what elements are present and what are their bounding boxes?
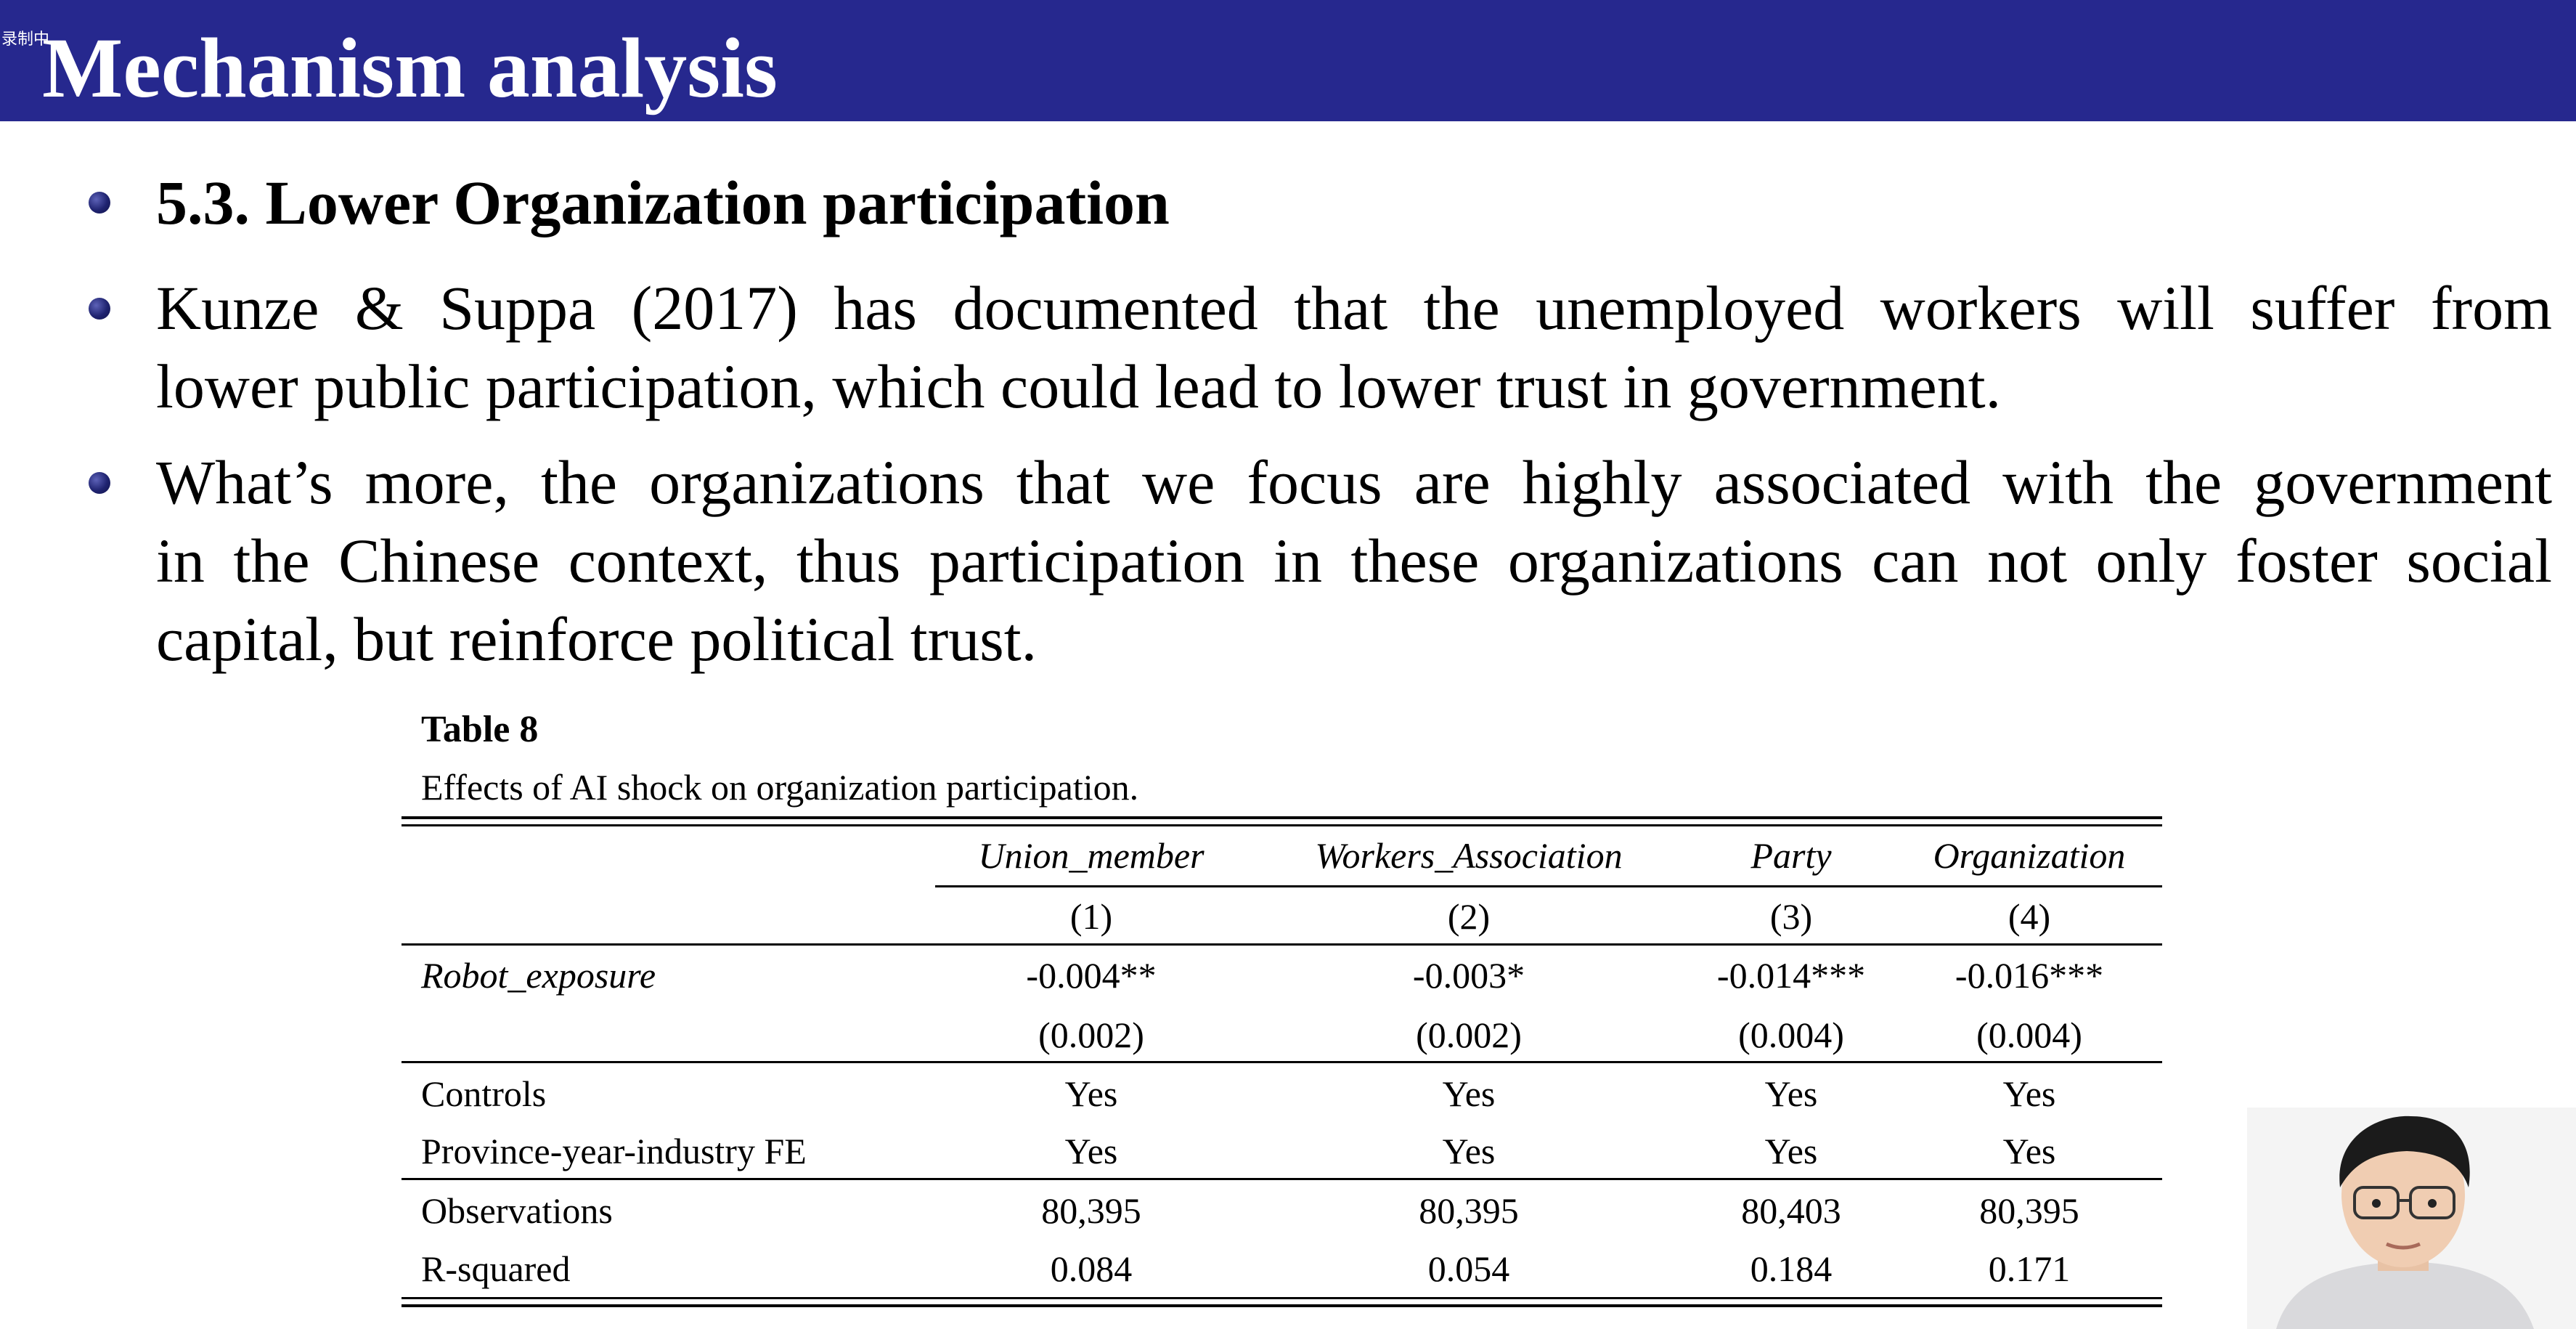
table-cell: 0.054 xyxy=(1427,1248,1510,1289)
table-rule-header xyxy=(935,885,2162,887)
table-row-label: Observations xyxy=(421,1190,613,1231)
table-rule-mid xyxy=(402,943,2162,946)
table-cell: 80,395 xyxy=(1041,1190,1141,1231)
table-rule-top xyxy=(402,816,2162,819)
table-rule-mid xyxy=(402,1178,2162,1180)
bullet-dot-icon xyxy=(89,472,110,494)
table-cell: 80,395 xyxy=(1979,1190,2079,1231)
column-header: Party xyxy=(1750,835,1832,876)
table-cell: 0.171 xyxy=(1988,1248,2071,1289)
table-cell: (0.004) xyxy=(1976,1015,2082,1055)
column-number: (4) xyxy=(2008,896,2051,937)
table-cell: -0.014*** xyxy=(1716,955,1866,996)
table-cell: (0.002) xyxy=(1038,1015,1144,1055)
table-caption: Effects of AI shock on organization part… xyxy=(421,767,1139,808)
presenter-avatar-icon xyxy=(2247,1108,2576,1329)
table-cell: Yes xyxy=(1442,1131,1496,1171)
webcam-overlay xyxy=(2247,1108,2576,1329)
table-cell: Yes xyxy=(2002,1131,2056,1171)
slide-header-bar xyxy=(0,0,2576,121)
recording-badge: 录制中 xyxy=(1,31,50,49)
table-cell: Yes xyxy=(2002,1073,2056,1114)
table-rule-mid xyxy=(402,1061,2162,1063)
table-cell: Yes xyxy=(1764,1131,1818,1171)
table-cell: -0.004** xyxy=(1026,955,1157,996)
table-rule-bottom-second xyxy=(402,1304,2162,1307)
table-cell: (0.002) xyxy=(1416,1015,1522,1055)
table-cell: Yes xyxy=(1442,1073,1496,1114)
table-row-label: R-squared xyxy=(421,1248,571,1289)
bullet-text-line: What’s more, the organizations that we f… xyxy=(156,447,2552,517)
table-cell: Yes xyxy=(1764,1073,1818,1114)
column-header: Workers_Association xyxy=(1315,835,1623,876)
slide-title: Mechanism analysis xyxy=(42,20,778,115)
table-cell: Yes xyxy=(1064,1073,1118,1114)
column-header: Organization xyxy=(1933,835,2126,876)
table-cell: -0.016*** xyxy=(1955,955,2104,996)
table-title: Table 8 xyxy=(421,709,539,750)
bullet-text: What’s more, the organizations that we f… xyxy=(156,443,2552,678)
table-rule-bottom xyxy=(402,1297,2162,1299)
table-row-label: Robot_exposure xyxy=(421,955,656,996)
column-header: Union_member xyxy=(978,835,1205,876)
table-rule-top-second xyxy=(402,824,2162,826)
table-row-label: Controls xyxy=(421,1073,547,1114)
bullet-text-line: Kunze & Suppa (2017) has documented that… xyxy=(156,273,2552,343)
table-cell: Yes xyxy=(1064,1131,1118,1171)
bullet-text-line: in the Chinese context, thus participati… xyxy=(156,526,2552,596)
table-cell: 0.084 xyxy=(1050,1248,1133,1289)
bullet-text-line: lower public participation, which could … xyxy=(156,351,2002,421)
table-row-label: Province-year-industry FE xyxy=(421,1131,807,1171)
bullet-dot-icon xyxy=(89,298,110,320)
table-cell: 0.184 xyxy=(1750,1248,1833,1289)
table-cell: 80,403 xyxy=(1741,1190,1841,1231)
column-number: (1) xyxy=(1069,896,1113,937)
column-number: (2) xyxy=(1447,896,1491,937)
section-heading: 5.3. Lower Organization participation xyxy=(156,163,2552,242)
bullet-text-line: capital, but reinforce political trust. xyxy=(156,604,1038,674)
table-cell: (0.004) xyxy=(1738,1015,1844,1055)
bullet-dot-icon xyxy=(89,192,110,214)
table-cell: 80,395 xyxy=(1419,1190,1519,1231)
bullet-text: Kunze & Suppa (2017) has documented that… xyxy=(156,269,2552,426)
column-number: (3) xyxy=(1769,896,1813,937)
bullet-text-line: 5.3. Lower Organization participation xyxy=(156,168,1170,237)
table-cell: -0.003* xyxy=(1412,955,1525,996)
